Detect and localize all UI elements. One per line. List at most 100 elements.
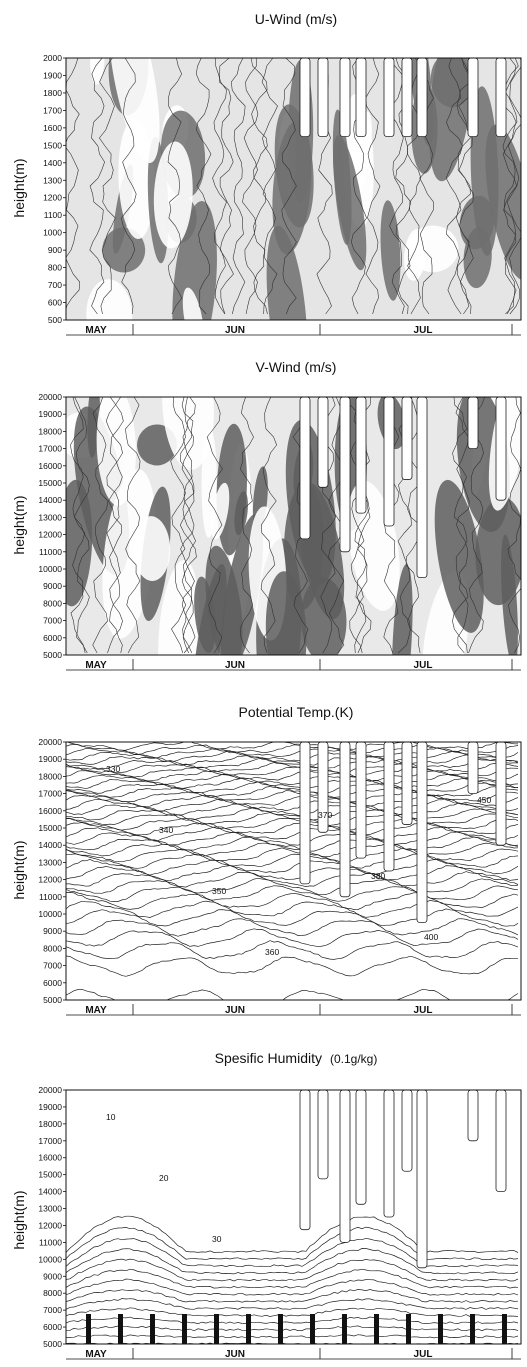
missing-data-column (339, 742, 351, 898)
contour-line (66, 789, 519, 803)
y-tick-label: 900 (48, 245, 62, 255)
contour-line (66, 758, 518, 770)
y-tick-label: 8000 (43, 943, 62, 953)
missing-data-column (495, 1090, 507, 1192)
y-axis-label: height(m) (11, 1190, 27, 1249)
contour-line (66, 955, 518, 977)
y-tick-label: 13000 (38, 857, 62, 867)
panel-potential-temp: Potential Temp.(K) height(m) 330 340 350 36… (11, 704, 522, 1016)
month-label: JUL (414, 1005, 433, 1016)
panel-title-name: Spesific Humidity (215, 1050, 322, 1066)
plot-frame (65, 1089, 522, 1345)
shaded-region (501, 534, 518, 655)
contour-line (66, 831, 519, 846)
contour-line (397, 397, 413, 654)
contour-line (66, 754, 519, 766)
shaded-column (374, 1314, 379, 1344)
contour-line (328, 397, 345, 654)
missing-data-column (416, 1090, 428, 1269)
contour-line (66, 773, 519, 786)
y-tick-label: 14000 (38, 840, 62, 850)
y-tick-label: 1200 (43, 193, 62, 203)
contour-line (66, 859, 519, 876)
y-tick-label: 19000 (38, 754, 62, 764)
contour-line (66, 1258, 519, 1282)
contour-line (389, 58, 405, 315)
contour-line (66, 742, 519, 751)
shaded-column (246, 1314, 251, 1344)
contour-line (66, 1316, 519, 1325)
shaded-region (266, 225, 308, 320)
y-tick-label: 1000 (43, 228, 62, 238)
missing-data-column (339, 58, 351, 137)
y-tick-label: 19000 (38, 1102, 62, 1112)
contour-line (405, 397, 423, 654)
y-tick-label: 800 (48, 263, 62, 273)
contour-label: 450 (477, 795, 491, 805)
contour-line (99, 58, 116, 315)
field: 10 20 30 (66, 1090, 519, 1344)
missing-data-column (299, 742, 311, 885)
missing-data-column (467, 397, 479, 449)
shaded-region (153, 141, 193, 249)
contour-line (66, 836, 519, 852)
plot-area (65, 57, 522, 321)
y-tick-label: 1600 (43, 123, 62, 133)
missing-data-column (495, 742, 507, 846)
y-axis-label: height(m) (11, 495, 27, 554)
missing-data-column (495, 397, 507, 501)
contour-line (66, 802, 519, 817)
missing-data-column (401, 742, 413, 825)
contour-line (66, 871, 519, 888)
shaded-region (86, 279, 133, 320)
contour-line (66, 1237, 519, 1268)
panel-title: U-Wind (m/s) (255, 11, 337, 27)
shaded-column (118, 1314, 123, 1344)
contour-line (242, 58, 259, 315)
missing-data-column (317, 397, 329, 488)
shaded-column (182, 1314, 187, 1344)
shaded-column (470, 1314, 475, 1344)
missing-data-column (383, 742, 395, 872)
contour-line (179, 397, 197, 654)
contour-line (66, 781, 519, 794)
missing-data-column (401, 1090, 413, 1172)
month-label: MAY (85, 1349, 107, 1360)
contour-line (170, 397, 187, 654)
month-label: JUN (225, 660, 245, 671)
contour-line (230, 58, 246, 315)
contour-line (66, 777, 519, 790)
y-tick-label: 15000 (38, 823, 62, 833)
y-tick-label: 10000 (38, 909, 62, 919)
missing-data-column (355, 1090, 367, 1205)
shaded-region (392, 564, 413, 655)
x-month-labels: MAY JUN JUL (66, 659, 521, 671)
missing-data-column (299, 1090, 311, 1231)
y-tick-label: 12000 (38, 1220, 62, 1230)
contour-line (66, 770, 519, 782)
missing-data-column (355, 742, 367, 859)
y-tick-label: 12000 (38, 530, 62, 540)
contour-line (66, 747, 519, 759)
y-tick-label: 1800 (43, 88, 62, 98)
y-tick-label: 500 (48, 315, 62, 325)
shaded-region (434, 479, 484, 633)
contour-line (507, 397, 521, 654)
y-tick-label: 20000 (38, 1085, 62, 1095)
y-tick-label: 18000 (38, 1119, 62, 1129)
y-tick-label: 10000 (38, 1254, 62, 1264)
y-tick-label: 14000 (38, 1187, 62, 1197)
y-tick-label: 13000 (38, 512, 62, 522)
y-tick-label: 6000 (43, 633, 62, 643)
contour-label: 30 (212, 1234, 222, 1244)
missing-data-column (339, 1090, 351, 1243)
y-tick-label: 2000 (43, 53, 62, 63)
missing-data-column (317, 1090, 329, 1180)
contour-line (70, 397, 86, 654)
shaded-region (162, 397, 214, 470)
shaded-column (278, 1314, 283, 1344)
y-tick-label: 17000 (38, 1136, 62, 1146)
plot-frame (65, 396, 522, 656)
contour-line (66, 826, 519, 842)
